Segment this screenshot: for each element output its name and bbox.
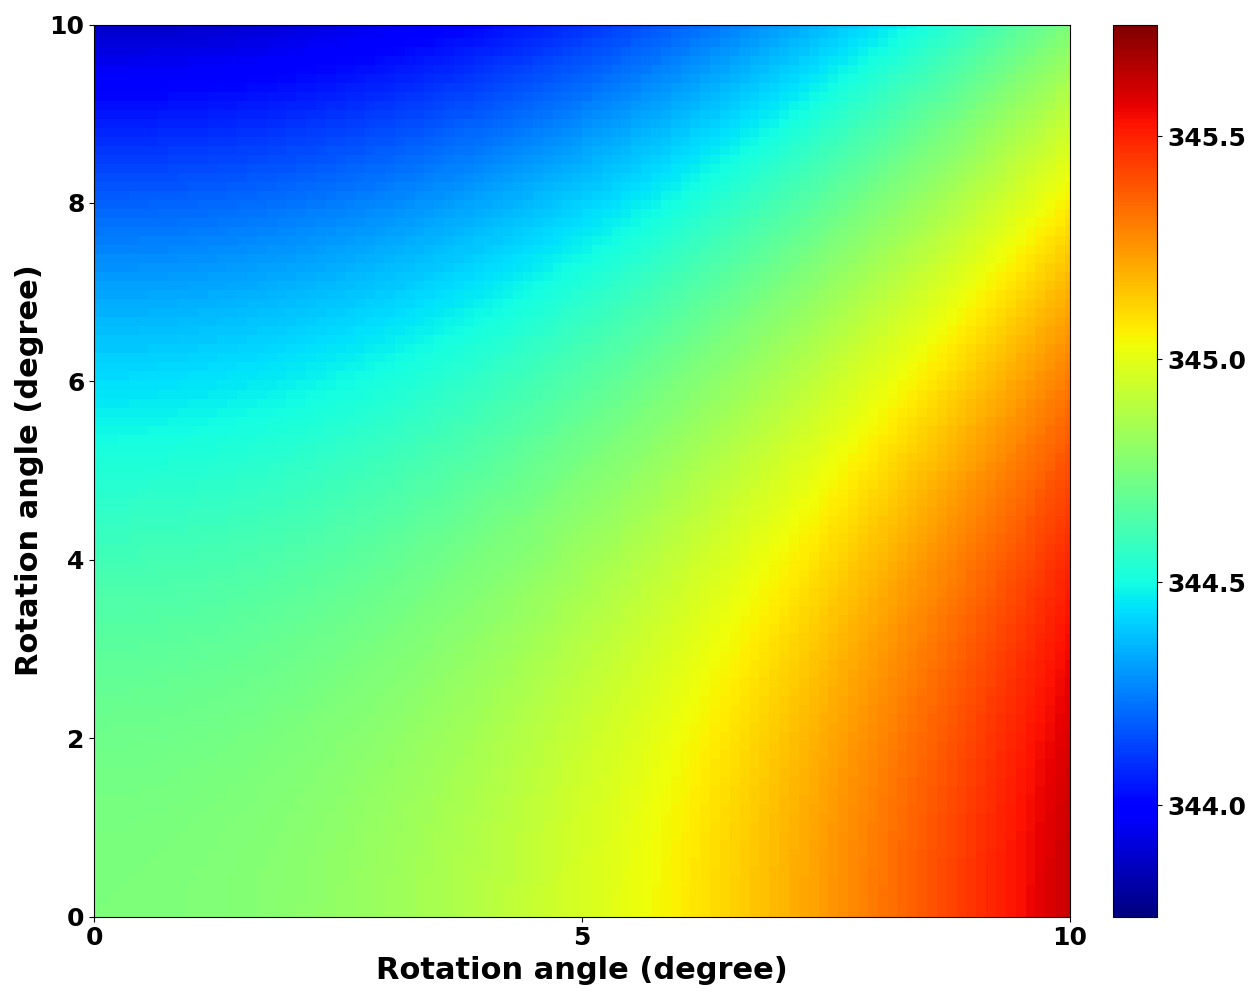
Y-axis label: Rotation angle (degree): Rotation angle (degree) [15, 265, 44, 676]
X-axis label: Rotation angle (degree): Rotation angle (degree) [376, 956, 788, 985]
